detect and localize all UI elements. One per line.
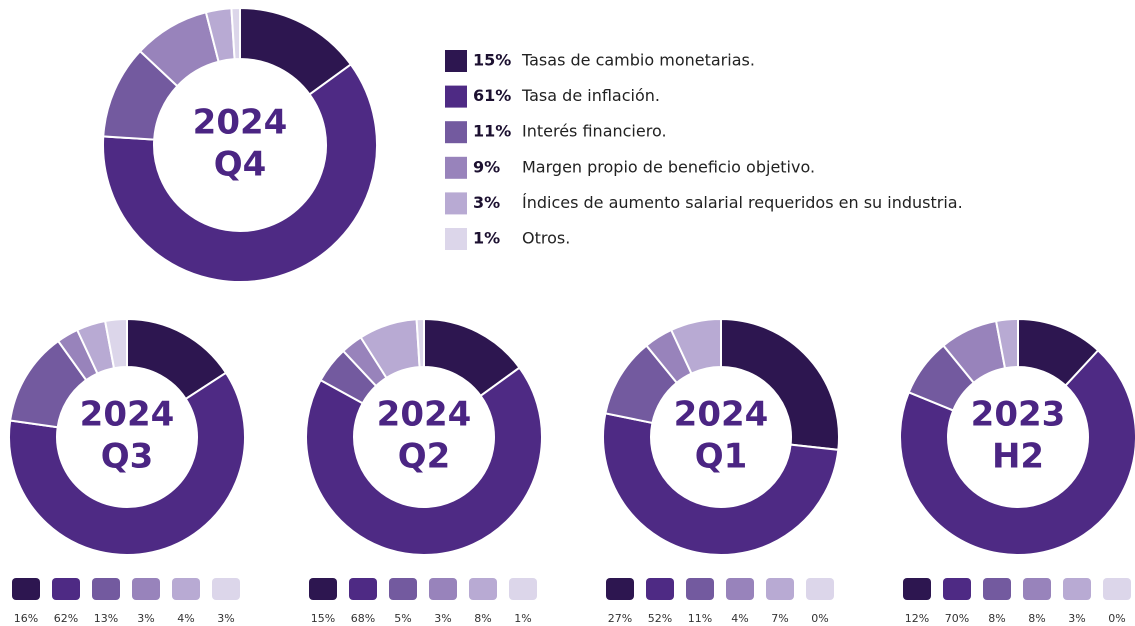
legend-value: 52% — [648, 612, 672, 625]
legend-label: Interés financiero. — [522, 122, 667, 141]
legend-swatch — [132, 578, 160, 600]
legend-value: 13% — [94, 612, 118, 625]
legend-value: 5% — [394, 612, 411, 625]
legend-swatch — [1023, 578, 1051, 600]
legend-label: Otros. — [522, 229, 570, 248]
legend-value: 0% — [1108, 612, 1125, 625]
legend-swatch — [12, 578, 40, 600]
donut-segment — [102, 63, 378, 283]
legend-label: Tasa de inflación. — [521, 86, 660, 105]
legend-value: 3% — [217, 612, 234, 625]
legend-value: 27% — [608, 612, 632, 625]
legend-swatch — [445, 228, 467, 250]
legend-value: 8% — [1028, 612, 1045, 625]
donut-segment — [720, 317, 840, 451]
donut-segment — [899, 348, 1135, 556]
legend-value: 1% — [514, 612, 531, 625]
legend-value: 4% — [731, 612, 748, 625]
legend-swatch — [172, 578, 200, 600]
legend-swatch — [389, 578, 417, 600]
legend-swatch — [52, 578, 80, 600]
legend-swatch — [445, 85, 467, 108]
legend-value: 0% — [811, 612, 828, 625]
legend-value: 9% — [473, 157, 500, 176]
legend-value: 61% — [473, 86, 511, 105]
donut-segment — [602, 412, 840, 556]
legend-swatch — [1063, 578, 1091, 600]
legend-value: 8% — [988, 612, 1005, 625]
legend-swatch — [646, 578, 674, 600]
center-subtitle: Q4 — [214, 145, 267, 185]
legend-value: 68% — [351, 612, 375, 625]
legend-value: 7% — [771, 612, 788, 625]
legend-label: Índices de aumento salarial requeridos e… — [522, 193, 963, 212]
legend-swatch — [509, 578, 537, 600]
legend-label: Tasas de cambio monetarias. — [521, 51, 755, 70]
legend-value: 3% — [1068, 612, 1085, 625]
legend-value: 15% — [473, 51, 511, 70]
legend-swatch — [983, 578, 1011, 600]
donut-segment — [305, 366, 543, 556]
legend-value: 15% — [311, 612, 335, 625]
donut-segment — [103, 317, 128, 370]
legend-swatch — [1103, 578, 1131, 600]
legend-swatch — [445, 156, 467, 179]
legend-value: 4% — [177, 612, 194, 625]
legend-label: Margen propio de beneficio objetivo. — [522, 157, 815, 176]
center-title: 2024 — [674, 394, 769, 434]
legend-swatch — [606, 578, 634, 600]
donut-segment — [230, 6, 241, 61]
legend-value: 1% — [473, 229, 500, 248]
legend-swatch — [445, 50, 467, 72]
legend-value: 11% — [688, 612, 712, 625]
legend-value: 8% — [474, 612, 491, 625]
legend-swatch — [686, 578, 714, 600]
legend-swatch — [766, 578, 794, 600]
legend-swatch — [469, 578, 497, 600]
legend-swatch — [726, 578, 754, 600]
center-subtitle: H2 — [992, 437, 1044, 477]
donut-segment — [415, 317, 425, 369]
center-title: 2024 — [377, 394, 472, 434]
center-title: 2023 — [971, 394, 1066, 434]
legend-value: 62% — [54, 612, 78, 625]
legend-swatch — [429, 578, 457, 600]
center-title: 2024 — [80, 394, 175, 434]
legend-value: 12% — [905, 612, 929, 625]
legend-swatch — [445, 121, 467, 144]
legend-swatch — [445, 192, 467, 215]
legend-value: 70% — [945, 612, 969, 625]
legend-value: 16% — [14, 612, 38, 625]
center-subtitle: Q1 — [695, 437, 748, 477]
legend-value: 3% — [473, 193, 500, 212]
legend-swatch — [806, 578, 834, 600]
legend-swatch — [92, 578, 120, 600]
center-subtitle: Q3 — [101, 437, 154, 477]
legend-value: 11% — [473, 122, 511, 141]
legend-swatch — [903, 578, 931, 600]
center-title: 2024 — [193, 102, 288, 142]
legend-swatch — [943, 578, 971, 600]
center-subtitle: Q2 — [398, 437, 451, 477]
legend-value: 3% — [434, 612, 451, 625]
legend-swatch — [309, 578, 337, 600]
donut-segment — [8, 371, 246, 556]
legend-swatch — [212, 578, 240, 600]
legend-value: 3% — [137, 612, 154, 625]
legend-swatch — [349, 578, 377, 600]
